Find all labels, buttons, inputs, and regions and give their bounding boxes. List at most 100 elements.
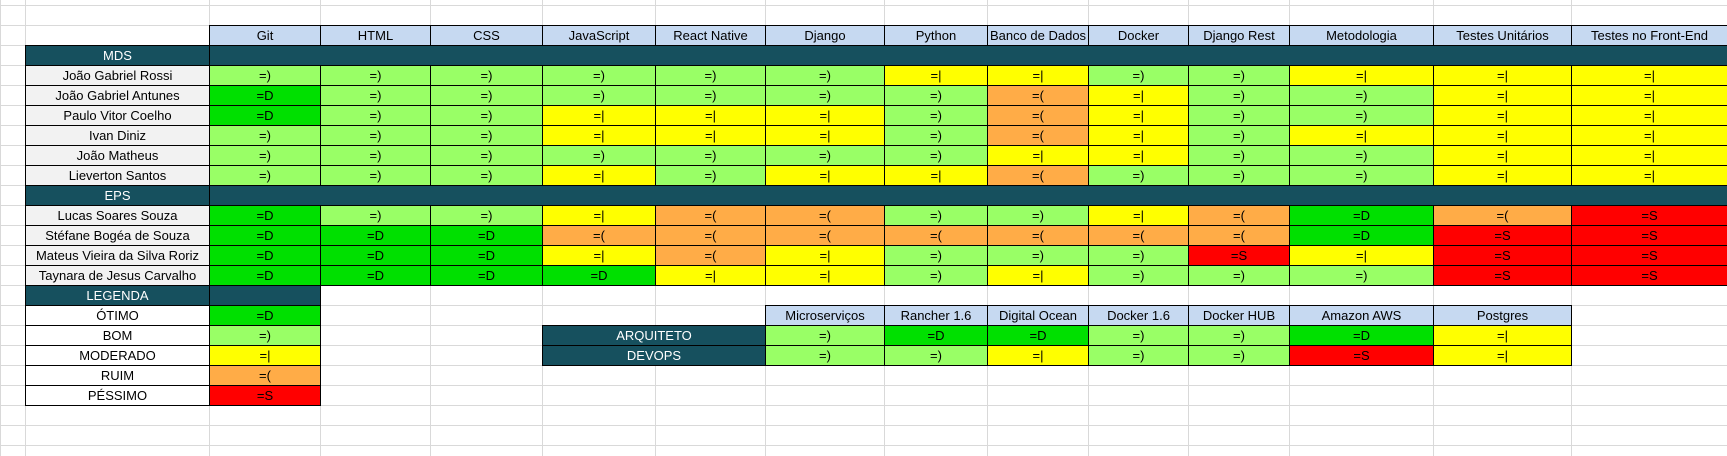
skill-rating-cell[interactable]: =) xyxy=(1088,65,1189,86)
skill-rating-cell[interactable]: =S xyxy=(1433,245,1572,266)
skill-rating-cell[interactable]: =| xyxy=(1433,145,1572,166)
skill-rating-cell[interactable]: =) xyxy=(320,105,431,126)
skill-rating-cell[interactable]: =| xyxy=(1433,105,1572,126)
skill-rating-cell[interactable]: =) xyxy=(884,265,988,286)
skill-rating-cell[interactable]: =| xyxy=(542,125,656,146)
skill-rating-cell[interactable]: =) xyxy=(1289,85,1434,106)
skill-rating-cell[interactable]: =) xyxy=(320,205,431,226)
role-rating-cell[interactable]: =| xyxy=(1433,325,1572,346)
skill-rating-cell[interactable]: =) xyxy=(430,145,543,166)
skill-rating-cell[interactable]: =( xyxy=(987,85,1089,106)
skill-rating-cell[interactable]: =| xyxy=(765,265,885,286)
skill-rating-cell[interactable]: =| xyxy=(1571,145,1727,166)
skill-rating-cell[interactable]: =) xyxy=(320,165,431,186)
member-name[interactable]: Paulo Vitor Coelho xyxy=(25,105,210,126)
skill-rating-cell[interactable]: =D xyxy=(320,225,431,246)
skill-rating-cell[interactable]: =) xyxy=(430,65,543,86)
role-rating-cell[interactable]: =| xyxy=(1433,345,1572,366)
skill-rating-cell[interactable]: =) xyxy=(884,145,988,166)
role-tool-header[interactable]: Docker 1.6 xyxy=(1088,305,1189,326)
skill-rating-cell[interactable]: =( xyxy=(987,125,1089,146)
skill-header[interactable]: Python xyxy=(884,25,988,46)
role-rating-cell[interactable]: =) xyxy=(765,345,885,366)
skill-rating-cell[interactable]: =( xyxy=(765,205,885,226)
skill-rating-cell[interactable]: =D xyxy=(1289,205,1434,226)
role-tool-header[interactable]: Postgres xyxy=(1433,305,1572,326)
skill-rating-cell[interactable]: =| xyxy=(1289,125,1434,146)
skill-rating-cell[interactable]: =( xyxy=(655,225,766,246)
role-rating-cell[interactable]: =| xyxy=(987,345,1089,366)
skill-rating-cell[interactable]: =) xyxy=(320,85,431,106)
skill-rating-cell[interactable]: =| xyxy=(884,165,988,186)
skill-rating-cell[interactable]: =) xyxy=(430,205,543,226)
skill-header[interactable]: Banco de Dados xyxy=(987,25,1089,46)
skill-rating-cell[interactable]: =) xyxy=(542,65,656,86)
group-band[interactable] xyxy=(209,185,1727,206)
skill-rating-cell[interactable]: =) xyxy=(320,145,431,166)
skill-rating-cell[interactable]: =) xyxy=(884,125,988,146)
member-name[interactable]: Stéfane Bogéa de Souza xyxy=(25,225,210,246)
skill-rating-cell[interactable]: =| xyxy=(987,65,1089,86)
skill-rating-cell[interactable]: =) xyxy=(1188,145,1290,166)
skill-rating-cell[interactable]: =) xyxy=(1188,65,1290,86)
skill-rating-cell[interactable]: =| xyxy=(1088,145,1189,166)
skill-rating-cell[interactable]: =| xyxy=(1088,125,1189,146)
skill-rating-cell[interactable]: =| xyxy=(1088,205,1189,226)
skill-rating-cell[interactable]: =| xyxy=(1433,85,1572,106)
skill-rating-cell[interactable]: =( xyxy=(987,165,1089,186)
skill-rating-cell[interactable]: =| xyxy=(765,165,885,186)
member-name[interactable]: João Gabriel Rossi xyxy=(25,65,210,86)
skill-rating-cell[interactable]: =( xyxy=(1433,205,1572,226)
member-name[interactable]: João Gabriel Antunes xyxy=(25,85,210,106)
skill-header[interactable]: Testes Unitários xyxy=(1433,25,1572,46)
skill-rating-cell[interactable]: =) xyxy=(987,245,1089,266)
skill-rating-cell[interactable]: =) xyxy=(430,165,543,186)
skill-rating-cell[interactable]: =) xyxy=(765,145,885,166)
skill-header[interactable]: CSS xyxy=(430,25,543,46)
role-rating-cell[interactable]: =) xyxy=(884,345,988,366)
member-name[interactable]: Lucas Soares Souza xyxy=(25,205,210,226)
role-tool-header[interactable]: Rancher 1.6 xyxy=(884,305,988,326)
role-rating-cell[interactable]: =D xyxy=(884,325,988,346)
skill-rating-cell[interactable]: =| xyxy=(987,265,1089,286)
skill-rating-cell[interactable]: =) xyxy=(1188,105,1290,126)
skill-rating-cell[interactable]: =| xyxy=(1433,165,1572,186)
member-name[interactable]: Lieverton Santos xyxy=(25,165,210,186)
skill-rating-cell[interactable]: =) xyxy=(655,85,766,106)
skill-rating-cell[interactable]: =S xyxy=(1188,245,1290,266)
skill-rating-cell[interactable]: =D xyxy=(209,85,321,106)
role-tool-header[interactable]: Microserviços xyxy=(765,305,885,326)
skill-rating-cell[interactable]: =| xyxy=(655,125,766,146)
skill-rating-cell[interactable]: =| xyxy=(655,105,766,126)
skill-rating-cell[interactable]: =) xyxy=(209,65,321,86)
skill-rating-cell[interactable]: =| xyxy=(987,145,1089,166)
skill-rating-cell[interactable]: =) xyxy=(542,85,656,106)
skill-rating-cell[interactable]: =S xyxy=(1571,205,1727,226)
skill-rating-cell[interactable]: =| xyxy=(542,165,656,186)
skill-rating-cell[interactable]: =| xyxy=(542,105,656,126)
role-rating-cell[interactable]: =) xyxy=(1188,325,1290,346)
skill-rating-cell[interactable]: =) xyxy=(1289,265,1434,286)
skill-rating-cell[interactable]: =( xyxy=(987,105,1089,126)
skill-rating-cell[interactable]: =S xyxy=(1571,265,1727,286)
skill-rating-cell[interactable]: =) xyxy=(1088,265,1189,286)
role-tool-header[interactable]: Amazon AWS xyxy=(1289,305,1434,326)
skill-rating-cell[interactable]: =S xyxy=(1433,225,1572,246)
skill-rating-cell[interactable]: =D xyxy=(430,265,543,286)
skill-rating-cell[interactable]: =| xyxy=(884,65,988,86)
skill-rating-cell[interactable]: =) xyxy=(320,125,431,146)
skill-rating-cell[interactable]: =) xyxy=(884,245,988,266)
member-name[interactable]: Taynara de Jesus Carvalho xyxy=(25,265,210,286)
skill-rating-cell[interactable]: =S xyxy=(1571,245,1727,266)
skill-rating-cell[interactable]: =( xyxy=(1188,225,1290,246)
skill-rating-cell[interactable]: =D xyxy=(209,245,321,266)
skill-rating-cell[interactable]: =) xyxy=(884,85,988,106)
skill-rating-cell[interactable]: =) xyxy=(655,165,766,186)
skill-header[interactable]: Docker xyxy=(1088,25,1189,46)
skill-rating-cell[interactable]: =) xyxy=(209,145,321,166)
skill-rating-cell[interactable]: =( xyxy=(1088,225,1189,246)
skill-header[interactable]: Git xyxy=(209,25,321,46)
skill-rating-cell[interactable]: =) xyxy=(430,125,543,146)
skill-rating-cell[interactable]: =| xyxy=(1571,105,1727,126)
